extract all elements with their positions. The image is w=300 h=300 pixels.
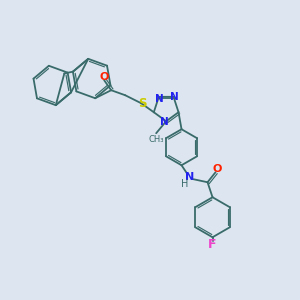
Text: N: N xyxy=(155,94,164,104)
Text: O: O xyxy=(213,164,222,174)
Text: CH₃: CH₃ xyxy=(148,135,164,144)
Text: N: N xyxy=(185,172,194,182)
Text: F: F xyxy=(208,238,217,251)
Text: H: H xyxy=(181,179,188,189)
Text: S: S xyxy=(138,97,146,110)
Text: N: N xyxy=(170,92,179,102)
Text: O: O xyxy=(100,72,109,82)
Text: N: N xyxy=(160,117,169,127)
